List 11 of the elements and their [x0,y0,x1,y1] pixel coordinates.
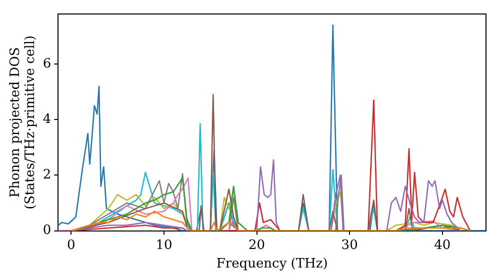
y-tick-label: 2 [42,168,52,183]
y-tick-label: 4 [42,112,52,127]
y-tick-label: 6 [42,56,52,72]
x-tick-label: 30 [341,238,358,253]
x-axis-title: Frequency (THz) [216,256,328,272]
y-axis-title: Phonon projected DOS (States/THz·primitive cell) [8,35,38,210]
x-tick-label: 20 [248,238,266,253]
x-tick-label: 40 [434,238,451,253]
x-tick-label: 0 [67,238,76,253]
y-tick-label: 0 [42,223,52,238]
x-tick-label: 10 [156,238,172,253]
